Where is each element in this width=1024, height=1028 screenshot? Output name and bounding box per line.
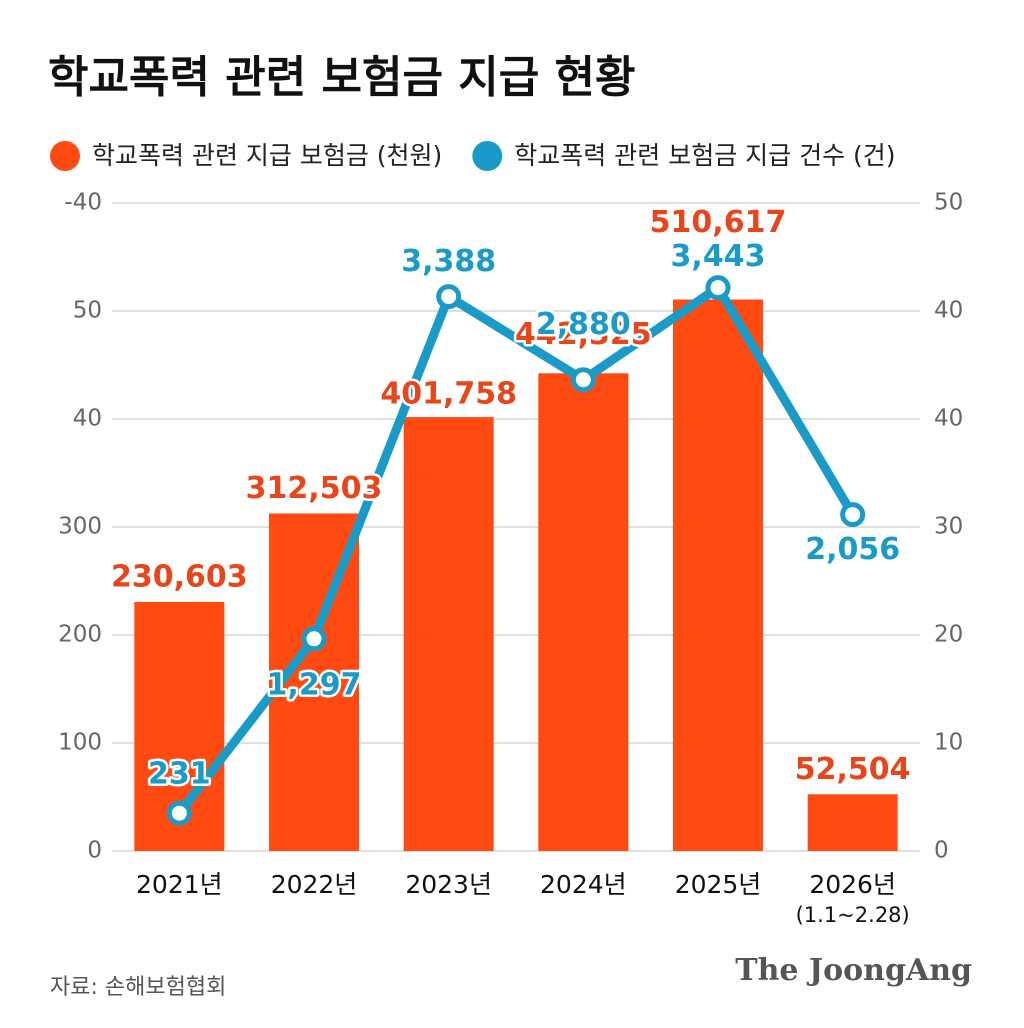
line-point — [166, 800, 192, 826]
y-tick-label: 0 — [87, 838, 102, 864]
x-tick-label: 2024년 — [540, 870, 627, 899]
y-tick-label: 200 — [58, 622, 102, 648]
bar — [403, 417, 494, 851]
y2-tick-label: 30 — [934, 514, 963, 540]
x-tick-label: 2026년 — [809, 870, 896, 899]
bar-value-label: 442,325 — [515, 317, 652, 352]
line-value-label: 2,880 — [536, 307, 631, 342]
legend-label: 학교폭력 관련 보험금 지급 건수 (건) — [514, 141, 895, 170]
brand: The JoongAng — [735, 953, 972, 988]
bar-value-label: 401,758 — [380, 377, 517, 412]
line — [175, 283, 857, 816]
x-tick-label: 2021년 — [136, 870, 223, 899]
y2-tick-label: 40 — [934, 298, 963, 324]
y-tick-label: 50 — [73, 298, 102, 324]
line-value-label: 231 — [148, 757, 211, 792]
line-value-label: 1,297 — [267, 667, 362, 702]
x-tick-label: 2025년 — [675, 870, 762, 899]
bar-value-label: 312,503 — [246, 471, 383, 506]
x-tick-label: 2023년 — [405, 870, 492, 899]
y2-tick-label: 40 — [934, 406, 963, 432]
line-value-label: 3,388 — [401, 244, 496, 279]
line-point — [436, 284, 462, 310]
bar-value-label: 230,603 — [111, 559, 248, 594]
y-tick-label: -40 — [64, 190, 102, 216]
legend-label: 학교폭력 관련 지급 보험금 (천원) — [92, 141, 442, 170]
bar-value-label: 510,617 — [650, 205, 787, 240]
x-tick-label: 2022년 — [271, 870, 358, 899]
y2-tick-label: 0 — [934, 838, 949, 864]
bar-value-label: 52,504 — [795, 752, 911, 787]
bar — [538, 373, 629, 851]
y-tick-label: 40 — [73, 406, 102, 432]
bar — [807, 794, 898, 851]
x-tick-note: (1.1~2.28) — [796, 903, 910, 927]
line-point — [705, 275, 731, 301]
legend-marker — [50, 141, 80, 171]
y-tick-label: 100 — [58, 730, 102, 756]
line-point — [570, 367, 596, 393]
line-point — [301, 626, 327, 652]
legend-marker — [472, 141, 503, 171]
y2-tick-label: 10 — [934, 730, 963, 756]
line-value-label: 2,056 — [805, 532, 900, 567]
bar — [673, 299, 763, 851]
y-tick-label: 300 — [58, 514, 102, 540]
source: 자료: 손해보험협회 — [50, 975, 226, 1000]
line-value-label: 3,443 — [671, 239, 766, 274]
chart-title: 학교폭력 관련 보험금 지급 현황 — [48, 52, 636, 103]
y2-tick-label: 50 — [934, 190, 963, 216]
y2-tick-label: 20 — [934, 622, 963, 648]
line-point — [840, 502, 866, 528]
